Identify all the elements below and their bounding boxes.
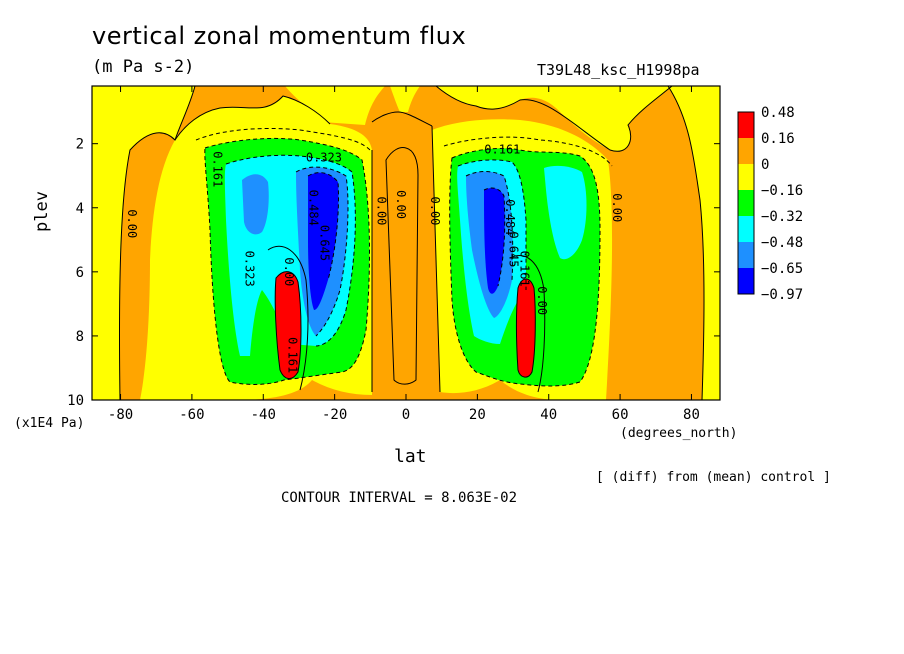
contour-label: 0.00 [428,197,442,226]
x-tick-label: 80 [683,407,700,423]
x-axis-units: (degrees_north) [620,426,738,441]
contour-label: 0.00 [282,257,296,286]
legend-label: 0.16 [761,131,795,147]
contour-label: 0.161 [517,251,531,287]
legend-swatch [738,190,754,216]
color-legend: 0.48 0.16 0 −0.16 −0.32 −0.48 −0.65 −0.97 [737,105,803,303]
contour-label: 0.484 [503,199,517,235]
x-tick-label: -40 [251,407,276,423]
x-axis-label: lat [394,446,427,467]
x-tick-label: -60 [179,407,204,423]
y-axis-label: plev [32,191,52,232]
axis-ticks: -80 -60 -40 -20 0 20 40 60 80 2 4 6 8 10 [67,86,720,423]
contour-label: 0.645 [507,231,521,267]
x-tick-label: 60 [612,407,629,423]
contour-label: 0.161 [285,337,299,373]
y-tick-label: 2 [76,137,84,153]
legend-label: −0.65 [761,261,803,277]
contour-label: 0.00 [610,193,624,222]
y-tick-label: 4 [76,201,84,217]
contour-label: 0.161 [484,143,520,157]
contour-label: 0.323 [306,151,342,165]
legend-frame [737,111,755,295]
contour-lines [118,86,705,400]
x-tick-label: 40 [540,407,557,423]
contour-label: 0.00 [535,286,549,315]
contour-label: 0.161 [210,151,224,187]
contour-label: 0.00 [375,197,389,226]
chart-title: vertical zonal momentum flux [92,22,467,50]
legend-label: 0.48 [761,105,795,121]
legend-swatch [738,268,754,294]
x-tick-label: -80 [108,407,133,423]
contour-label: 0.645 [317,225,331,261]
contour-fill [92,86,720,400]
contour-label: 0.00 [394,190,408,219]
x-tick-label: -20 [322,407,347,423]
diff-note: [ (diff) from (mean) control ] [596,470,831,485]
x-tick-label: 20 [469,407,486,423]
x-tick-label: 0 [402,407,410,423]
legend-swatch [738,242,754,268]
contour-label: 0.323 [243,251,257,287]
legend-swatch [738,216,754,242]
contour-labels: 0.000.161 0.3230.3230.4840.6450.000.1610.… [125,143,624,374]
legend-label: −0.48 [761,235,803,251]
y-tick-label: 8 [76,329,84,345]
legend-swatch [738,112,754,138]
legend-label: −0.97 [761,287,803,303]
chart-units: (m Pa s-2) [92,57,195,77]
legend-label: −0.16 [761,183,803,199]
y-axis-units: (x1E4 Pa) [14,416,85,431]
legend-label: −0.32 [761,209,803,225]
y-tick-label: 10 [67,393,84,409]
legend-swatch [738,164,754,190]
legend-swatch [738,138,754,164]
y-tick-label: 6 [76,265,84,281]
legend-label: 0 [761,157,769,173]
contour-label: 0.484 [307,190,321,226]
contour-interval: CONTOUR INTERVAL = 8.063E-02 [281,490,518,506]
contour-label: 0.00 [125,209,139,238]
experiment-label: T39L48_ksc_H1998pa [537,61,700,79]
